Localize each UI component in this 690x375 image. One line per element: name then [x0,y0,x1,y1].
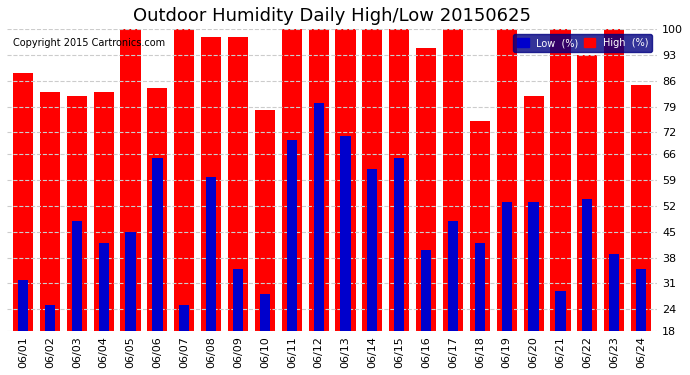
Bar [174,29,195,375]
Bar [148,88,168,375]
Bar [529,202,539,375]
Bar [286,140,297,375]
Bar [313,103,324,375]
Bar [416,48,436,375]
Bar [578,55,598,375]
Bar [94,92,114,375]
Bar [260,294,270,375]
Bar [228,37,248,375]
Bar [179,305,189,375]
Bar [206,177,216,375]
Bar [201,37,221,375]
Bar [255,110,275,375]
Title: Outdoor Humidity Daily High/Low 20150625: Outdoor Humidity Daily High/Low 20150625 [133,7,531,25]
Bar [335,29,355,375]
Bar [72,221,82,375]
Bar [555,291,566,375]
Bar [121,29,141,375]
Bar [524,96,544,375]
Bar [389,29,409,375]
Bar [604,29,624,375]
Bar [609,254,620,375]
Bar [443,29,463,375]
Bar [308,29,328,375]
Bar [99,243,109,375]
Bar [18,280,28,375]
Bar [282,29,302,375]
Bar [497,29,517,375]
Bar [636,268,646,375]
Bar [233,268,243,375]
Bar [40,92,60,375]
Legend: Low  (%), High  (%): Low (%), High (%) [513,34,652,52]
Bar [470,122,490,375]
Bar [67,96,87,375]
Bar [631,84,651,375]
Bar [367,169,377,375]
Bar [13,74,33,375]
Bar [126,232,136,375]
Bar [394,158,404,375]
Bar [362,29,382,375]
Bar [502,202,512,375]
Bar [582,199,593,375]
Bar [45,305,55,375]
Bar [152,158,163,375]
Bar [421,250,431,375]
Bar [551,29,571,375]
Bar [448,221,458,375]
Bar [475,243,485,375]
Text: Copyright 2015 Cartronics.com: Copyright 2015 Cartronics.com [13,38,166,48]
Bar [340,136,351,375]
